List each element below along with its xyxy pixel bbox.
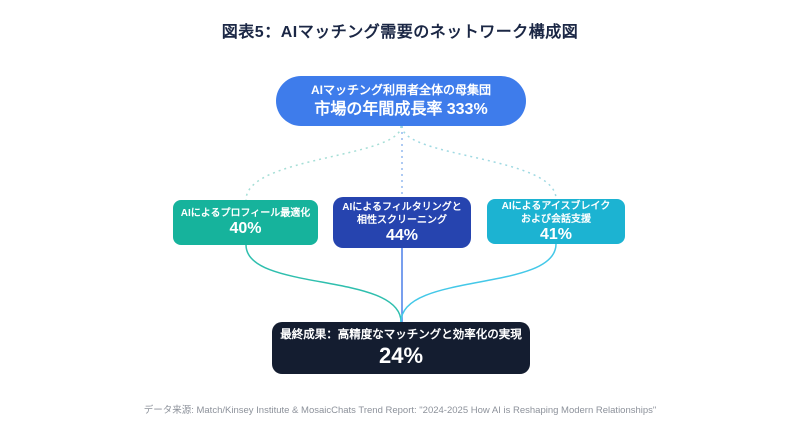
- node-outcome-label: 最終成果：高精度なマッチングと効率化の実現: [280, 328, 522, 341]
- node-outcome-value: 24%: [378, 342, 424, 368]
- node-root-population: AIマッチング利用者全体の母集団 市場の年間成長率 333%: [276, 76, 526, 126]
- node-filtering-screening: AIによるフィルタリングと 相性スクリーニング 44%: [333, 197, 471, 248]
- node-root-label: AIマッチング利用者全体の母集団: [310, 83, 491, 97]
- node-icebreak-support: AIによるアイスブレイク および会話支援 41%: [487, 199, 625, 244]
- node-icebreak-value: 41%: [539, 225, 573, 243]
- node-profile-optimization: AIによるプロフィール最適化 40%: [173, 200, 318, 245]
- node-icebreak-label-line1: AIによるアイスブレイク: [501, 200, 611, 212]
- node-filtering-label-line2: 相性スクリーニング: [357, 214, 447, 226]
- source-note: データ来源: Match/Kinsey Institute & MosaicCh…: [143, 405, 657, 416]
- node-icebreak-label-line2: および会話支援: [521, 213, 591, 225]
- edge-root-to-icebreak: [401, 125, 557, 200]
- edge-icebreak-to-outcome: [400, 243, 557, 323]
- edge-root-to-profile: [245, 125, 402, 201]
- node-root-value: 市場の年間成長率 333%: [314, 101, 488, 118]
- edge-profile-to-outcome: [245, 244, 402, 323]
- node-profile-label-line1: AIによるプロフィール最適化: [180, 208, 311, 219]
- node-filtering-value: 44%: [385, 226, 419, 244]
- node-final-outcome: 最終成果：高精度なマッチングと効率化の実現 24%: [272, 322, 530, 374]
- figure-title: 図表5：AIマッチング需要のネットワーク構成図: [221, 24, 579, 41]
- node-profile-value: 40%: [229, 220, 262, 237]
- node-filtering-label-line1: AIによるフィルタリングと: [342, 201, 462, 213]
